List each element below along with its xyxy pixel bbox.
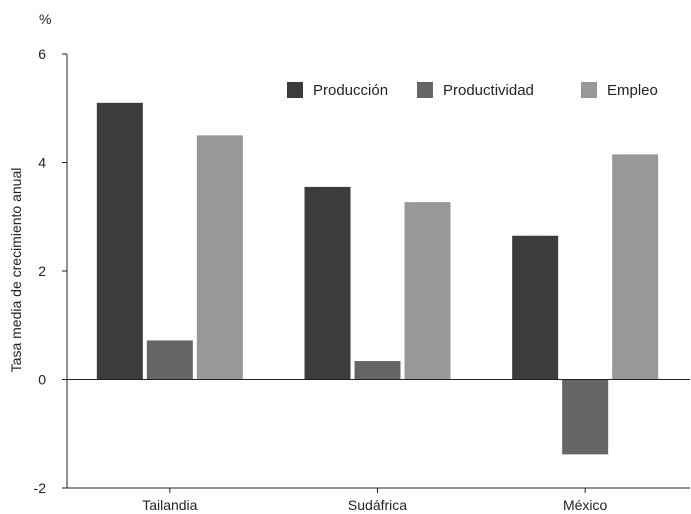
legend-swatch-2 xyxy=(417,82,433,98)
x-tick-label: Tailandia xyxy=(142,497,197,513)
bar-2-2 xyxy=(354,361,401,380)
bar-3-3 xyxy=(612,154,659,380)
x-axis-ticks: Tailandia Sudáfrica México xyxy=(142,488,608,513)
y-tick-label: 0 xyxy=(38,372,46,388)
bar-1-1 xyxy=(96,102,143,380)
y-tick-label: 4 xyxy=(38,155,46,171)
y-tick-label: -2 xyxy=(34,480,47,496)
bar-3-1 xyxy=(512,235,559,380)
y-tick-label: 2 xyxy=(38,263,46,279)
bar-3-2 xyxy=(562,379,609,455)
x-tick-label: México xyxy=(563,497,608,513)
bar-2-3 xyxy=(404,202,451,380)
x-tick-label: Sudáfrica xyxy=(348,497,407,513)
bar-1-3 xyxy=(196,135,243,380)
legend-label: Productividad xyxy=(443,82,534,99)
bar-marks xyxy=(96,102,659,455)
legend-swatch-1 xyxy=(287,82,303,98)
legend-swatch-3 xyxy=(581,82,597,98)
bar-1-2 xyxy=(146,340,193,380)
legend-label: Producción xyxy=(313,82,388,99)
y-unit-label: % xyxy=(39,11,51,27)
y-tick-label: 6 xyxy=(38,46,46,62)
y-axis-ticks: -2 0 2 4 6 xyxy=(34,46,67,496)
legend: Producción Productividad Empleo xyxy=(287,82,658,99)
legend-label: Empleo xyxy=(607,82,658,99)
y-axis-title: Tasa media de crecimiento anual xyxy=(8,168,24,373)
bar-2-1 xyxy=(304,186,351,380)
